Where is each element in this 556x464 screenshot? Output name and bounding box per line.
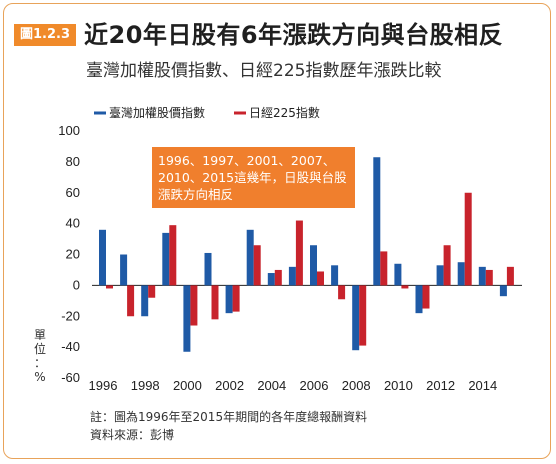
chart-title: 近20年日股有6年漲跌方向與台股相反 <box>84 21 504 49</box>
y-tick-label: -60 <box>61 370 80 385</box>
figure-frame <box>3 3 551 459</box>
bar-nikkei <box>211 285 219 320</box>
bar-nikkei <box>443 245 451 286</box>
y-tick-label: 100 <box>58 123 80 138</box>
bar-taiwan <box>352 285 360 351</box>
bar-taiwan <box>204 252 212 286</box>
bar-taiwan <box>120 254 128 286</box>
y-axis-label-char: 位 <box>33 342 46 356</box>
bar-taiwan <box>267 273 275 286</box>
bar-nikkei <box>359 285 367 346</box>
legend-label: 日經225指數 <box>249 105 320 120</box>
x-tick-label: 1998 <box>131 378 160 393</box>
bar-nikkei <box>148 285 156 298</box>
bar-taiwan <box>162 232 170 286</box>
bar-taiwan <box>288 266 296 286</box>
bar-nikkei <box>295 220 303 286</box>
x-tick-label: 2012 <box>426 378 455 393</box>
bar-nikkei <box>232 285 240 312</box>
bar-taiwan <box>373 157 381 286</box>
bar-nikkei <box>169 225 177 286</box>
bar-nikkei <box>485 269 493 286</box>
bar-taiwan <box>478 266 486 286</box>
bar-nikkei <box>127 285 135 317</box>
x-tick-label: 2000 <box>173 378 202 393</box>
bar-taiwan <box>436 265 444 286</box>
bar-nikkei <box>253 245 261 286</box>
legend-label: 臺灣加權股價指數 <box>109 105 205 120</box>
bar-nikkei <box>380 251 388 286</box>
chart-subtitle: 臺灣加權股價指數、日經225指數歷年漲跌比較 <box>86 61 442 81</box>
x-tick-label: 1996 <box>89 378 118 393</box>
x-tick-label: 2002 <box>215 378 244 393</box>
bar-taiwan <box>457 262 465 286</box>
bar-taiwan <box>415 285 423 314</box>
bar-taiwan <box>499 285 507 297</box>
y-tick-label: -40 <box>61 339 80 354</box>
x-tick-label: 2010 <box>384 378 413 393</box>
y-tick-label: 20 <box>66 247 80 262</box>
bar-nikkei <box>506 266 514 286</box>
y-tick-label: 80 <box>66 154 80 169</box>
bar-taiwan <box>310 245 317 286</box>
bar-nikkei <box>464 192 472 286</box>
bar-taiwan <box>99 229 106 286</box>
x-tick-label: 2006 <box>300 378 329 393</box>
y-tick-label: 0 <box>73 277 80 292</box>
bar-nikkei <box>401 285 409 289</box>
y-tick-label: -20 <box>61 308 80 323</box>
bar-nikkei <box>422 285 430 309</box>
y-tick-label: 40 <box>66 216 80 231</box>
y-axis-label-char: 單 <box>33 328 46 342</box>
bar-taiwan <box>225 285 233 314</box>
bar-nikkei <box>274 269 282 286</box>
bar-nikkei <box>317 271 324 286</box>
y-tick-label: 60 <box>66 185 80 200</box>
footnote-source: 資料來源：彭博 <box>90 428 175 442</box>
x-tick-label: 2008 <box>342 378 371 393</box>
bar-nikkei <box>106 285 113 289</box>
x-tick-label: 2014 <box>468 378 497 393</box>
bar-taiwan <box>246 229 254 286</box>
annotation-callout: 1996、1997、2001、2007、2010、2015這幾年，日股與台股漲跌… <box>152 147 355 208</box>
figure-badge: 圖1.2.3 <box>14 24 77 46</box>
x-tick-label: 2004 <box>257 378 286 393</box>
bar-nikkei <box>338 285 346 300</box>
bar-nikkei <box>190 285 198 326</box>
y-axis-label: 單 位 ： % <box>33 328 47 384</box>
bar-taiwan <box>183 285 191 352</box>
bar-taiwan <box>394 263 402 286</box>
bar-taiwan <box>141 285 149 317</box>
y-axis-label-char: % <box>34 370 46 384</box>
y-axis-label-char: ： <box>33 356 46 370</box>
bar-taiwan <box>331 265 339 286</box>
footnote-note: 註：圖為1996年至2015年期間的各年度總報酬資料 <box>90 410 368 424</box>
